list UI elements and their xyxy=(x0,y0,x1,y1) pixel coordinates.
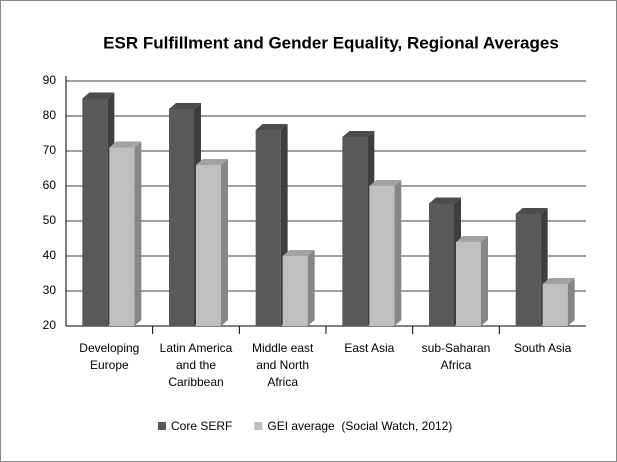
bar xyxy=(196,165,221,326)
bar-side xyxy=(134,141,142,326)
bar-top xyxy=(429,197,461,204)
y-tick-label: 90 xyxy=(43,73,57,87)
y-tick-label: 80 xyxy=(43,108,57,122)
bar xyxy=(109,147,135,326)
bar-side xyxy=(481,236,488,326)
bar xyxy=(429,203,454,326)
bar-top xyxy=(282,250,315,256)
bar-top xyxy=(515,208,548,214)
legend-swatch xyxy=(158,422,166,430)
y-tick-label: 20 xyxy=(43,318,57,332)
bar xyxy=(515,214,541,326)
y-tick-label: 70 xyxy=(43,143,57,157)
bar xyxy=(282,256,308,326)
bar-top xyxy=(456,236,488,242)
bar-side xyxy=(394,180,402,326)
bar xyxy=(82,98,108,326)
bar xyxy=(542,284,568,326)
bar-top xyxy=(369,180,402,186)
x-tick-label: Middle east and North Africa xyxy=(251,341,314,389)
bar-side xyxy=(221,159,228,326)
bar xyxy=(456,242,481,326)
x-tick-label: East Asia xyxy=(344,341,395,355)
y-tick-label: 60 xyxy=(43,178,57,192)
bar-top xyxy=(196,159,228,165)
bar xyxy=(169,109,194,326)
x-tick-label: Developing Europe xyxy=(79,341,140,372)
bar-top xyxy=(82,92,115,99)
bar-top xyxy=(109,141,142,148)
chart-title: ESR Fulfillment and Gender Equality, Reg… xyxy=(103,33,559,52)
y-tick-label: 40 xyxy=(43,248,57,262)
y-tick-label: 50 xyxy=(43,213,57,227)
bar xyxy=(369,186,395,326)
x-tick-label: sub-Saharan Africa xyxy=(421,341,491,372)
legend-swatch xyxy=(254,422,263,430)
x-tick-label: South Asia xyxy=(513,341,572,355)
bar-top xyxy=(542,278,575,284)
bar xyxy=(342,137,368,326)
legend-label: Core SERF xyxy=(171,419,232,433)
bar-top xyxy=(255,124,288,130)
bar-side xyxy=(307,250,315,326)
bar xyxy=(255,130,281,326)
bar-top xyxy=(169,103,201,109)
legend-label: GEI average (Social Watch, 2012) xyxy=(267,419,452,433)
x-tick-label: Latin America and the Caribbean xyxy=(159,341,233,389)
bar-side xyxy=(567,278,575,326)
bar-top xyxy=(342,131,375,137)
y-tick-label: 30 xyxy=(43,283,57,297)
